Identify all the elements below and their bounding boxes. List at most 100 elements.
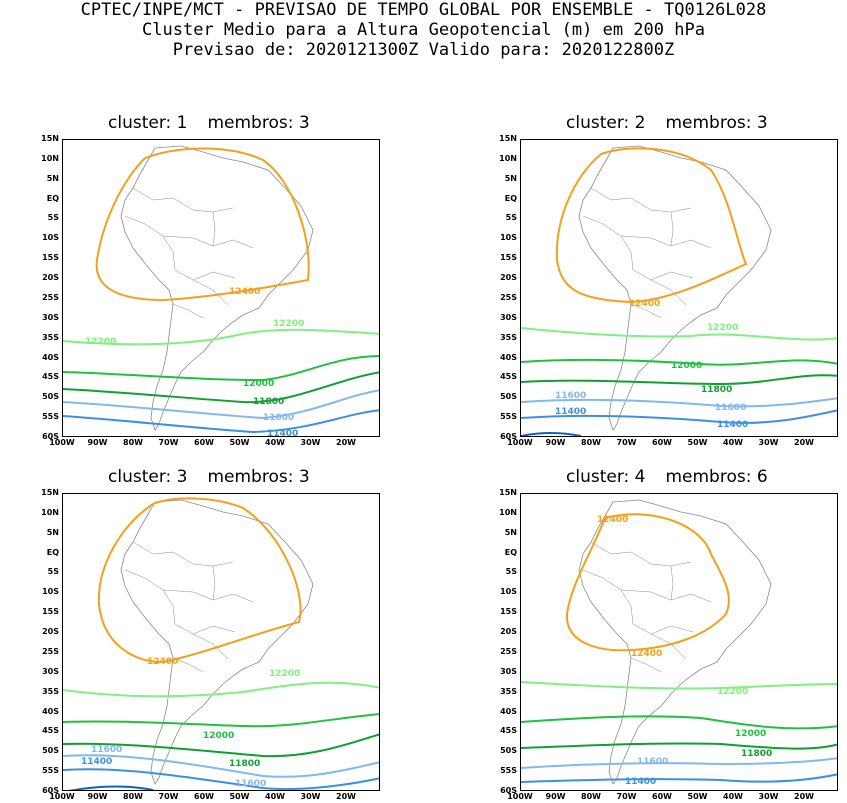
- lat-tick-label: 15N: [41, 134, 59, 143]
- lat-tick-label: 30S: [42, 312, 59, 322]
- lat-tick-label: 10S: [42, 587, 59, 597]
- lat-tick-label: 15N: [499, 134, 517, 143]
- members-label: membros: 3: [207, 467, 310, 487]
- contour-label: 12000: [243, 379, 274, 389]
- contour-line: [521, 327, 837, 341]
- lat-tick-label: 15S: [42, 253, 59, 263]
- lon-tick-label: 70W: [616, 792, 637, 801]
- contour-label: 12200: [85, 337, 116, 347]
- lon-tick-label: 90W: [87, 438, 108, 447]
- lat-tick-label: 40S: [500, 706, 517, 716]
- header-line-3: Previsao de: 2020121300Z Valido para: 20…: [172, 40, 675, 60]
- lon-tick-label: 70W: [158, 438, 179, 447]
- coastline: [120, 499, 314, 785]
- contour-line: [521, 397, 837, 408]
- lat-tick-label: 45S: [500, 726, 517, 736]
- lon-tick-label: 30W: [300, 792, 321, 801]
- contour-label: 12200: [717, 687, 748, 697]
- lat-tick-label: EQ: [504, 193, 517, 203]
- lat-tick-label: 50S: [42, 392, 59, 402]
- lat-tick-label: 5N: [46, 527, 59, 537]
- contour-line: [63, 713, 379, 728]
- members-label: membros: 3: [207, 113, 310, 133]
- lat-tick-label: 15S: [500, 253, 517, 263]
- lon-tick-label: 40W: [723, 792, 743, 801]
- contour-line: [555, 147, 748, 304]
- country-border: [582, 569, 634, 625]
- map-panel: 12400 12200 12200 12000 11800 11600 11400: [62, 139, 380, 437]
- contour-line: [521, 358, 837, 366]
- lon-tick-label: 70W: [616, 438, 637, 447]
- country-border: [162, 589, 254, 603]
- contour-label: 11600: [715, 403, 746, 413]
- country-border: [632, 623, 687, 660]
- cluster-label: cluster: 3: [108, 467, 188, 487]
- lon-tick-label: 20W: [794, 792, 814, 801]
- header: CPTEC/INPE/MCT - PREVISAO DE TEMPO GLOBA…: [0, 0, 847, 60]
- lat-tick-label: 20S: [500, 273, 517, 283]
- lat-tick-label: 40S: [500, 352, 517, 362]
- lat-tick-label: EQ: [46, 547, 59, 557]
- contour-line: [63, 409, 379, 434]
- country-border: [124, 569, 176, 625]
- contour-label: 11400: [717, 420, 748, 430]
- lat-tick-label: 35S: [42, 686, 59, 696]
- country-border: [650, 625, 694, 635]
- country-border: [162, 235, 254, 249]
- lat-tick-label: 50S: [42, 746, 59, 756]
- lat-tick-label: 10N: [41, 507, 59, 517]
- contour-line: [521, 432, 582, 436]
- country-border: [670, 565, 674, 601]
- country-border: [590, 541, 692, 567]
- lon-tick-label: 80W: [123, 792, 143, 801]
- contour-label: 11600: [555, 391, 586, 401]
- lat-tick-label: 10N: [499, 153, 517, 163]
- lon-tick-label: 60W: [652, 792, 672, 801]
- contour-line: [521, 715, 837, 730]
- country-border: [620, 589, 712, 603]
- lon-tick-label: 80W: [581, 438, 601, 447]
- lon-tick-label: 100W: [507, 438, 533, 447]
- lon-tick-label: 90W: [545, 792, 566, 801]
- country-border: [172, 303, 204, 319]
- contour-label: 12400: [629, 299, 660, 309]
- contour-label: 12000: [671, 361, 702, 371]
- lat-tick-label: 60S: [42, 432, 59, 441]
- contour-line: [521, 773, 837, 783]
- lon-tick-label: 60W: [194, 792, 214, 801]
- contour-label: 12400: [147, 657, 178, 667]
- members-label: membros: 3: [665, 113, 768, 133]
- lat-tick-label: 30S: [500, 666, 517, 676]
- contour-label: 11600: [91, 745, 122, 755]
- contour-label: 11800: [741, 749, 772, 759]
- lat-tick-label: 40S: [42, 352, 59, 362]
- contour-line: [521, 757, 837, 769]
- lat-tick-label: 55S: [500, 412, 517, 422]
- lat-tick-label: 20S: [500, 627, 517, 637]
- contour-line: [521, 409, 837, 424]
- header-line-2: Cluster Medio para a Altura Geopotencial…: [142, 20, 705, 40]
- lat-tick-label: 60S: [42, 786, 59, 795]
- panel-title: cluster: 2 membros: 3: [566, 113, 788, 133]
- contour-line: [63, 754, 379, 778]
- country-border: [192, 271, 236, 281]
- contour-line: [97, 497, 302, 664]
- country-border: [132, 541, 234, 567]
- contour-line: [63, 768, 379, 790]
- lon-tick-label: 40W: [265, 792, 285, 801]
- lon-tick-label: 20W: [336, 792, 356, 801]
- coastline: [578, 499, 772, 785]
- contour-line: [68, 785, 154, 790]
- map-panel: 12400 12200 12000 11800 11600 11600 11400: [62, 493, 380, 791]
- lat-tick-label: 25S: [42, 646, 59, 656]
- contour-line: [521, 681, 837, 690]
- cluster-label: cluster: 2: [566, 113, 646, 133]
- lat-tick-label: 55S: [42, 766, 59, 776]
- lat-tick-label: 5S: [47, 213, 59, 223]
- country-border: [124, 215, 176, 271]
- lat-tick-label: 55S: [42, 412, 59, 422]
- contour-label: 12000: [735, 729, 766, 739]
- lat-tick-label: 45S: [42, 372, 59, 382]
- lat-tick-label: 35S: [500, 332, 517, 342]
- lat-tick-label: 5N: [504, 173, 517, 183]
